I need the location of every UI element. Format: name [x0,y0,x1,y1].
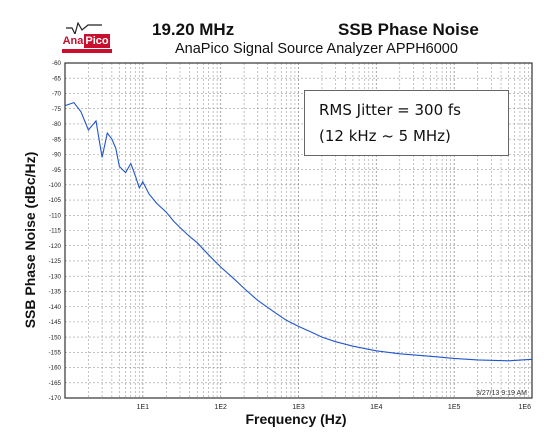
logo-tagline-bar [62,49,112,53]
x-tick-label: 1E1 [137,404,150,411]
y-axis-ticks: -60 -65 -70 -75 -80 -85 -90 -95 -100 -105 -110 -115… [49,60,62,402]
x-axis-label: Frequency (Hz) [245,411,346,427]
y-tick-label: -145 [49,319,62,326]
y-tick-label: -160 [49,365,62,372]
y-tick-label: -155 [49,350,62,357]
logo-ana: Ana [62,34,84,48]
instrument-subtitle: AnaPico Signal Source Analyzer APPH6000 [175,41,458,57]
x-tick-label: 1E2 [214,404,227,411]
timestamp: 3/27/13 9:19 AM [476,390,527,397]
chart-header: Ana Pico 19.20 MHz SSB Phase Noise AnaPi… [0,0,544,58]
y-tick-label: -135 [49,289,62,296]
annotation-line-1: RMS Jitter = 300 fs [319,101,462,119]
x-tick-label: 1E5 [448,404,461,411]
waveform-icon [66,22,102,36]
carrier-frequency: 19.20 MHz [152,20,235,39]
anapico-logo: Ana Pico [62,22,112,53]
y-tick-label: -130 [49,273,62,280]
y-tick-label: -110 [49,212,61,219]
y-tick-label: -100 [49,182,62,189]
y-axis-label: SSB Phase Noise (dBc/Hz) [22,152,38,329]
x-axis-ticks: 1E1 1E2 1E3 1E4 1E5 1E6 [137,404,531,411]
y-tick-label: -140 [49,304,62,311]
y-tick-label: -70 [52,91,62,98]
y-tick-label: -150 [49,334,62,341]
y-tick-label: -95 [52,167,62,174]
y-tick-label: -115 [49,228,61,235]
y-tick-label: -80 [52,121,62,128]
y-tick-label: -120 [49,243,62,250]
plot-frame [64,62,533,399]
y-tick-label: -90 [52,152,62,159]
x-tick-label: 1E3 [292,404,305,411]
rms-jitter-annotation: RMS Jitter = 300 fs (12 kHz ~ 5 MHz) [304,90,509,156]
y-tick-label: -60 [52,60,62,67]
y-tick-label: -105 [49,197,62,204]
y-tick-label: -165 [49,380,62,387]
y-tick-label: -125 [49,258,62,265]
annotation-line-2: (12 kHz ~ 5 MHz) [319,127,451,145]
x-tick-label: 1E4 [370,404,383,411]
y-tick-label: -75 [52,106,62,113]
logo-pico: Pico [84,34,110,48]
series-line [64,101,533,362]
y-tick-label: -85 [52,136,62,143]
y-tick-label: -170 [49,395,62,402]
plot-title: SSB Phase Noise [338,20,479,39]
x-tick-label: 1E6 [519,404,532,411]
y-tick-label: -65 [52,75,62,82]
